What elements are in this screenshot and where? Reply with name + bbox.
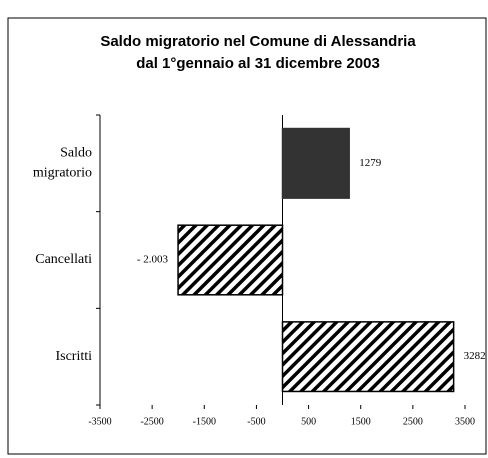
x-tick-label: 1500 [351,416,371,427]
value-label: 3282 [464,350,486,362]
y-tick-label: Cancellati [35,252,92,267]
chart-subtitle: dal 1°gennaio al 31 dicembre 2003 [136,55,380,72]
bar [281,321,455,393]
x-tick-label: 3500 [455,416,475,427]
bar [177,224,284,296]
value-label: - 2.003 [137,254,169,266]
x-tick-label: -3500 [88,416,111,427]
x-tick-label: -1500 [193,416,216,427]
y-tick-label: Iscritti [55,349,92,364]
x-tick-label: -500 [247,416,265,427]
frame [7,17,487,455]
x-tick-label: 2500 [403,416,423,427]
bar [281,127,350,199]
x-tick-label: -2500 [140,416,163,427]
chart-title: Saldo migratorio nel Comune di Alessandr… [100,33,416,50]
value-label: 1279 [359,157,382,169]
y-tick-label: Saldo migratorio [33,146,92,181]
x-tick-label: 500 [301,416,316,427]
